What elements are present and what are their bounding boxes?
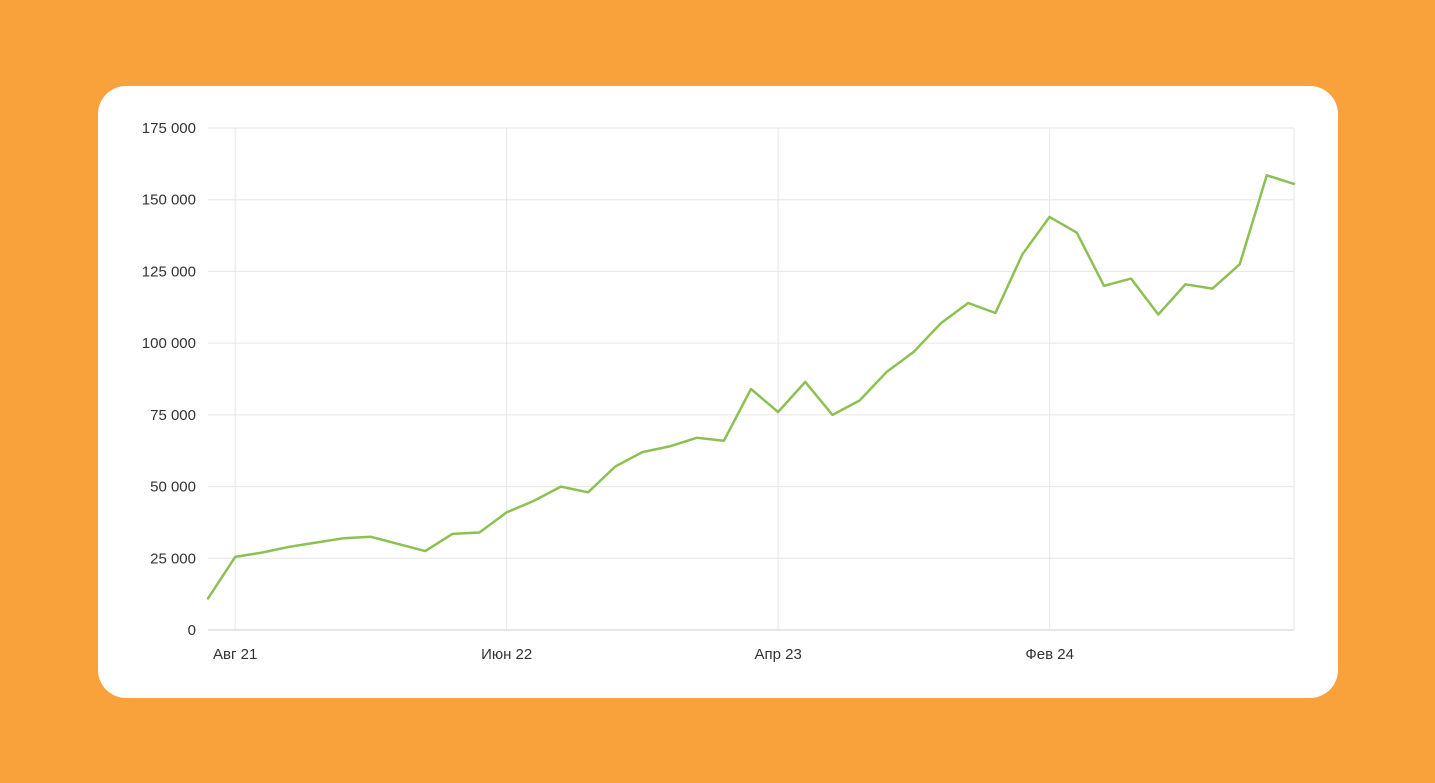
y-tick-label: 125 000 — [142, 263, 196, 280]
chart-card: 0 25 000 50 000 75 000 100 000 125 000 150 000… — [98, 86, 1338, 698]
y-tick-label: 100 000 — [142, 335, 196, 352]
x-tick-label: Фев 24 — [1025, 646, 1074, 663]
y-tick-label: 75 000 — [150, 407, 196, 424]
y-tick-label: 25 000 — [150, 550, 196, 567]
x-tick-label: Апр 23 — [754, 646, 801, 663]
y-tick-label: 50 000 — [150, 479, 196, 496]
x-tick-label: Авг 21 — [213, 646, 257, 663]
y-tick-label: 175 000 — [142, 120, 196, 137]
y-tick-label: 0 — [188, 622, 196, 639]
x-tick-label: Июн 22 — [481, 646, 532, 663]
series-line — [206, 174, 1296, 600]
y-tick-label: 150 000 — [142, 192, 196, 209]
line-chart: 0 25 000 50 000 75 000 100 000 125 000 150 000… — [142, 120, 1296, 663]
